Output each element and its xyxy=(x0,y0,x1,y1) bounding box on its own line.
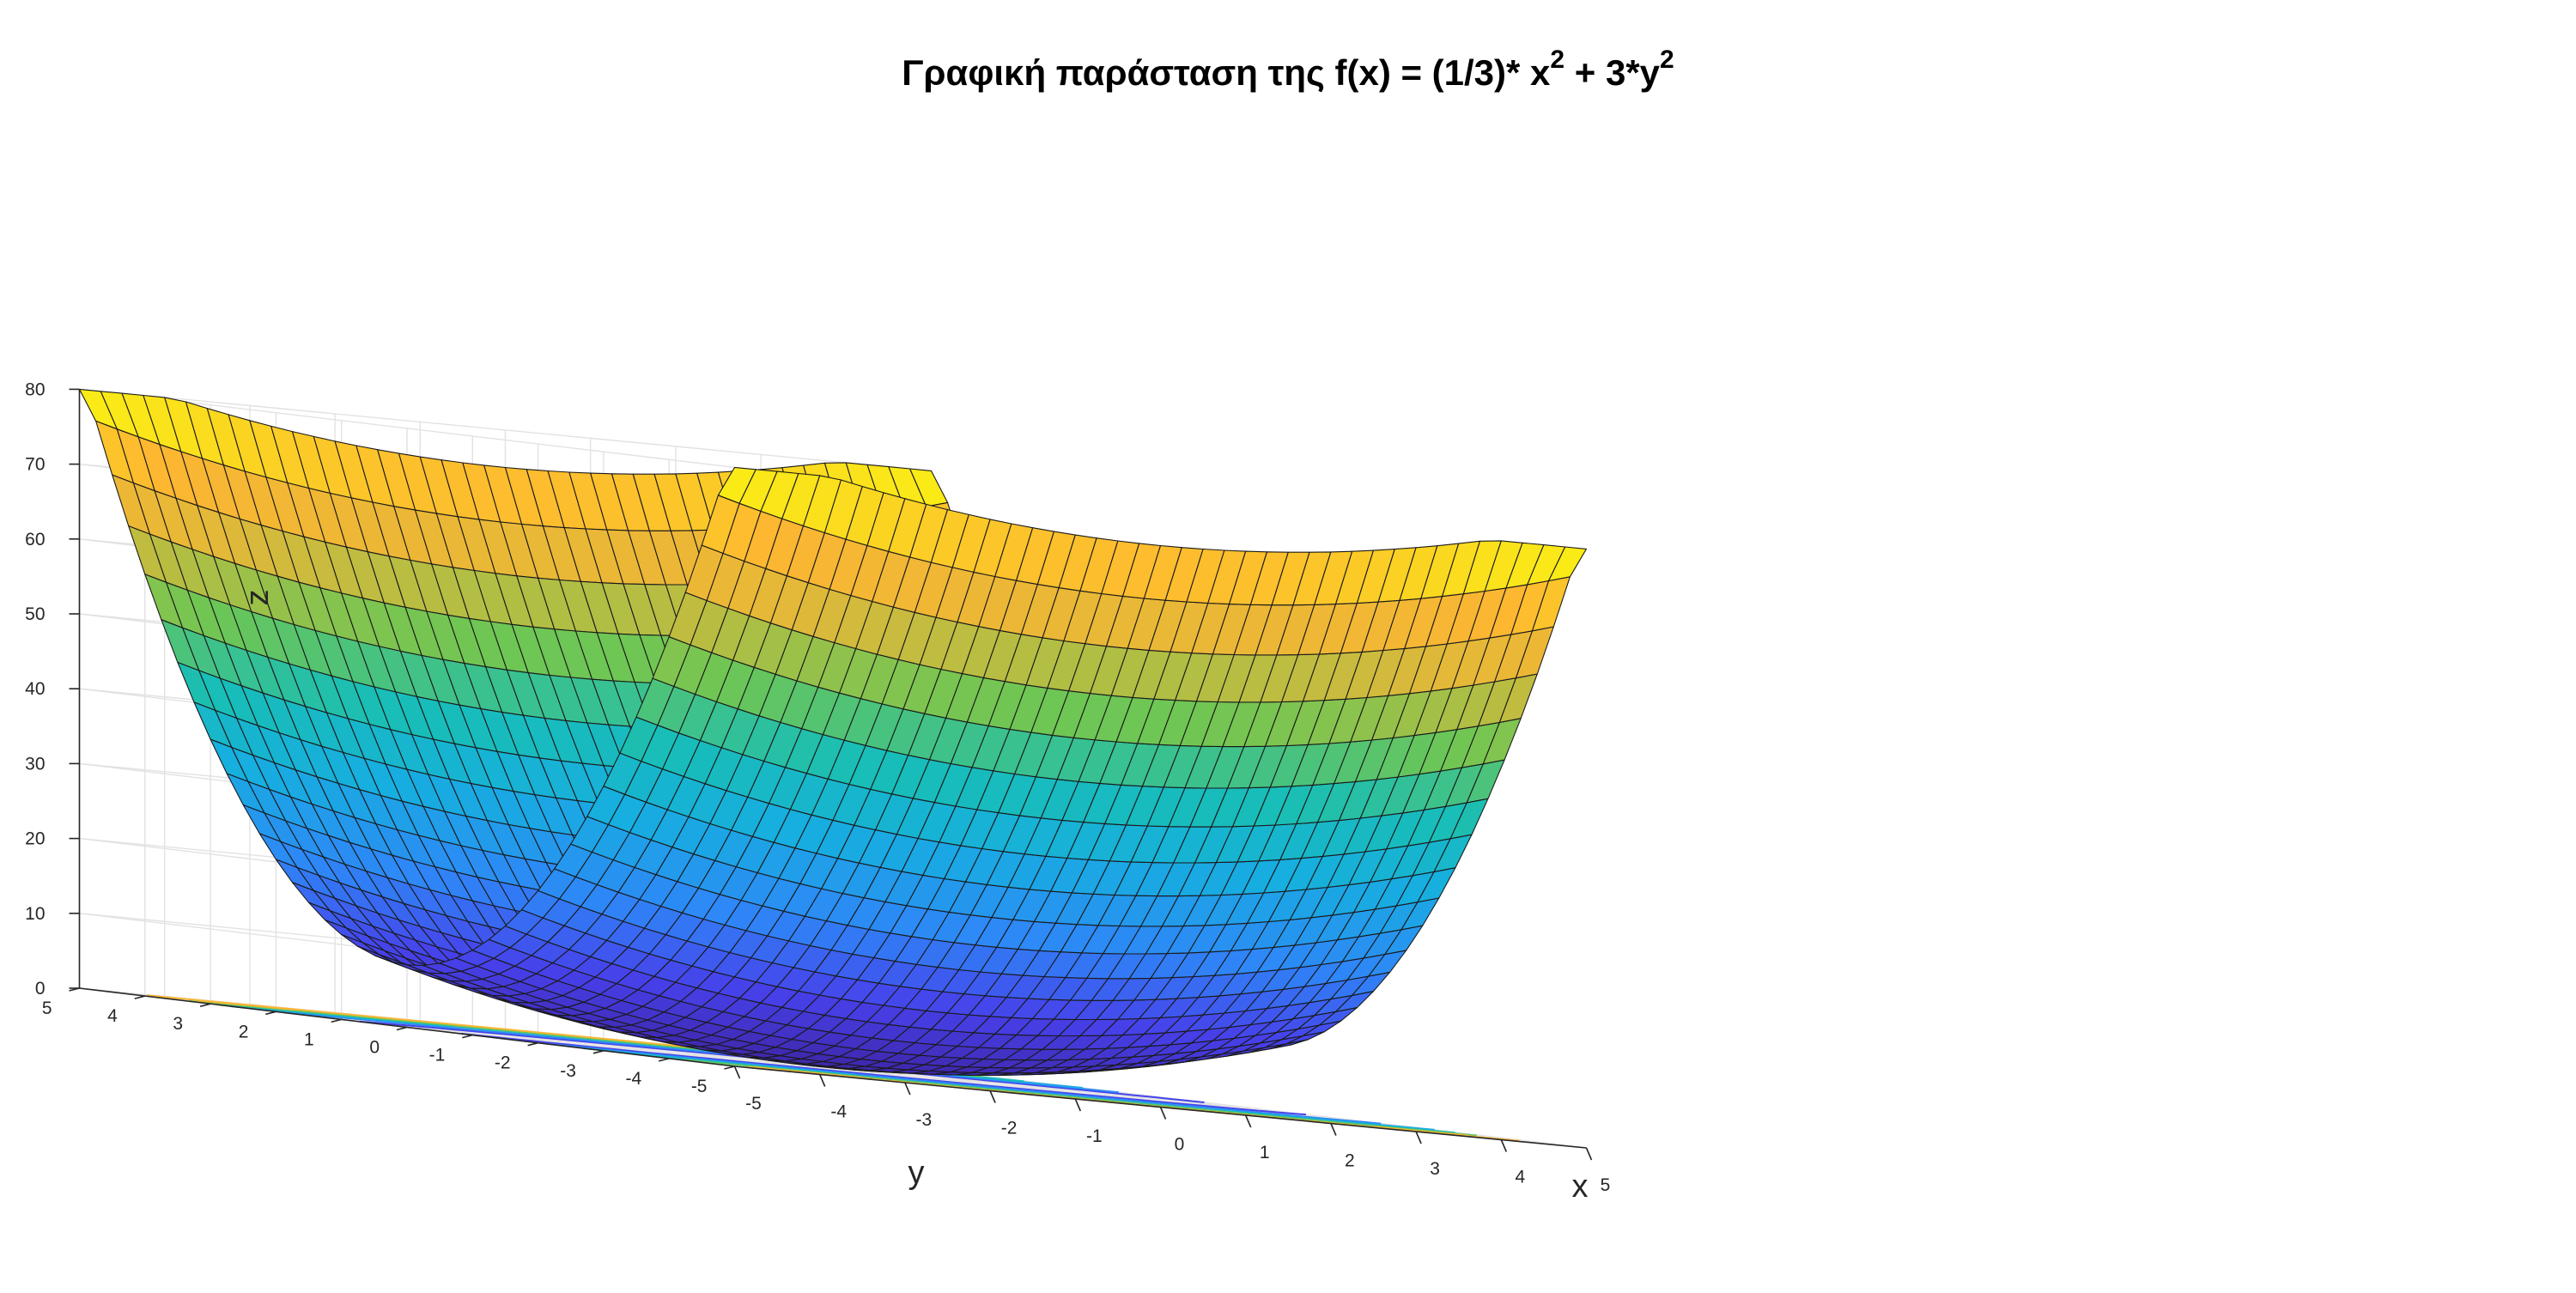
x-tick xyxy=(1500,1139,1508,1152)
y-tick-label: 3 xyxy=(173,1014,183,1034)
x-tick-label: 0 xyxy=(1175,1135,1185,1155)
x-tick xyxy=(1074,1098,1082,1112)
x-tick-label: 2 xyxy=(1345,1151,1355,1171)
x-tick xyxy=(733,1065,741,1079)
y-tick-label: 1 xyxy=(304,1029,314,1049)
contour-line xyxy=(146,994,517,1031)
y-tick-label: -2 xyxy=(495,1053,511,1073)
chart-title: Γραφική παράσταση της f(x) = (1/3)* x2 +… xyxy=(902,46,1674,93)
y-tick xyxy=(462,1034,473,1039)
surface-mesh xyxy=(78,388,1588,1076)
x-tick xyxy=(904,1082,911,1096)
x-tick xyxy=(1159,1107,1167,1120)
y-tick xyxy=(527,1041,538,1047)
z-tick-label: 60 xyxy=(25,530,45,549)
y-tick-label: -1 xyxy=(429,1046,446,1065)
z-tick-label: 0 xyxy=(35,979,46,999)
x-tick-label: -3 xyxy=(916,1110,933,1130)
x-tick-label: 3 xyxy=(1430,1159,1440,1179)
y-axis-label: y xyxy=(908,1155,925,1191)
z-tick-label: 30 xyxy=(25,754,45,774)
y-tick xyxy=(134,995,145,999)
x-tick-label: -5 xyxy=(745,1094,762,1114)
y-tick-label: 5 xyxy=(42,999,52,1018)
x-tick-label: -4 xyxy=(830,1102,847,1122)
z-tick-label: 70 xyxy=(25,455,45,475)
x-tick xyxy=(818,1074,826,1087)
y-tick xyxy=(396,1026,408,1031)
contour-line xyxy=(284,1011,665,1049)
z-axis-label: z xyxy=(240,590,276,606)
z-tick-label: 10 xyxy=(25,904,45,924)
x-tick-label: -1 xyxy=(1086,1126,1103,1146)
surface-face xyxy=(1548,546,1588,582)
contour-line xyxy=(1001,1087,1382,1125)
y-tick xyxy=(724,1065,735,1070)
y-tick-label: 0 xyxy=(369,1038,380,1058)
y-tick-label: -3 xyxy=(560,1061,576,1081)
x-tick xyxy=(989,1090,996,1103)
z-tick-label: 80 xyxy=(25,379,45,399)
x-tick xyxy=(1585,1147,1593,1161)
z-tick-label: 40 xyxy=(25,679,45,699)
x-tick-label: 4 xyxy=(1515,1168,1525,1187)
x-tick xyxy=(1330,1123,1337,1136)
z-tick-label: 50 xyxy=(25,604,45,624)
x-tick xyxy=(1244,1114,1252,1128)
z-tick-label: 20 xyxy=(25,829,45,849)
y-tick xyxy=(331,1018,342,1023)
x-tick-label: -2 xyxy=(1001,1119,1018,1138)
y-tick xyxy=(265,1011,276,1016)
y-tick-label: 4 xyxy=(107,1006,118,1026)
contour-line xyxy=(952,1081,1307,1116)
y-tick-label: 2 xyxy=(239,1022,249,1041)
tick-labels: -5 -4 -3 -2 -1 0 1 2 3 4 5-5-4-3-2-101234501020304… xyxy=(25,379,1610,1195)
y-tick-label: -4 xyxy=(626,1069,642,1089)
x-tick-label: 5 xyxy=(1601,1175,1611,1195)
y-tick xyxy=(659,1058,670,1062)
x-axis-label: x xyxy=(1572,1169,1589,1205)
y-tick xyxy=(592,1050,605,1054)
y-tick xyxy=(199,1003,211,1007)
y-tick-label: -5 xyxy=(691,1077,708,1096)
x-tick xyxy=(1415,1131,1422,1144)
x-tick-label: 1 xyxy=(1260,1143,1270,1162)
